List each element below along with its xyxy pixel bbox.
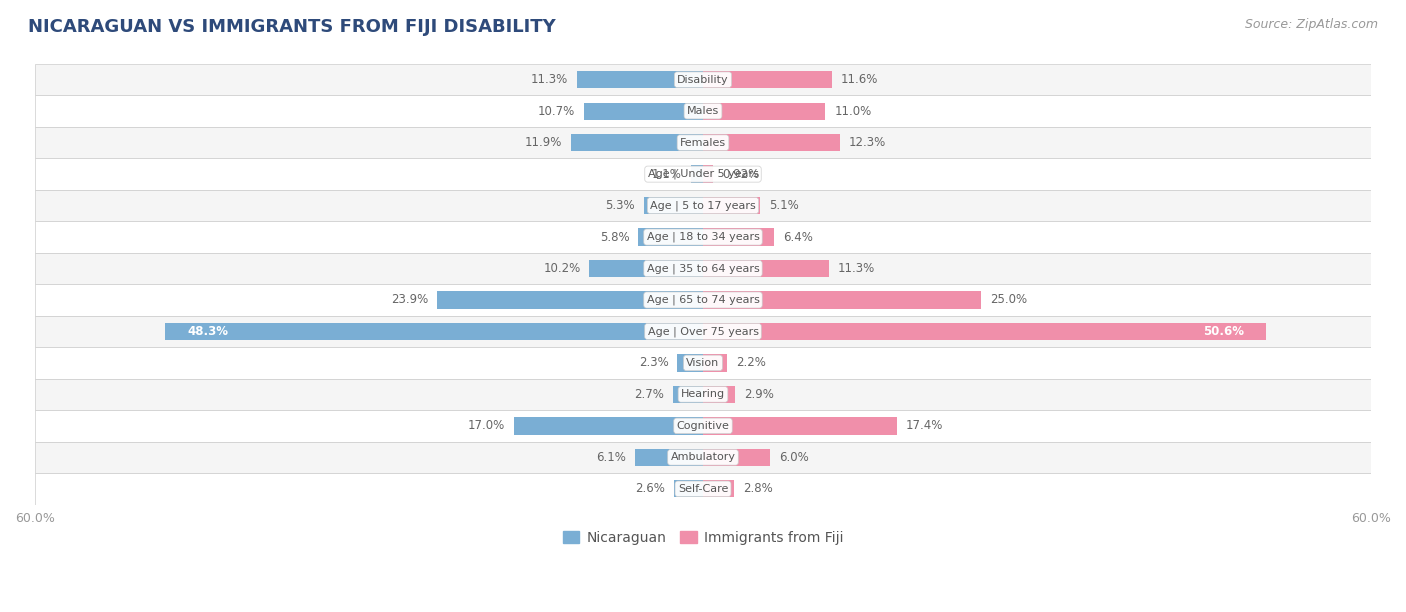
Text: Age | 18 to 34 years: Age | 18 to 34 years: [647, 232, 759, 242]
Text: 11.3%: 11.3%: [838, 262, 875, 275]
FancyBboxPatch shape: [35, 159, 1371, 190]
Text: 6.0%: 6.0%: [779, 451, 808, 464]
Text: Age | 35 to 64 years: Age | 35 to 64 years: [647, 263, 759, 274]
FancyBboxPatch shape: [35, 379, 1371, 410]
Bar: [673, 386, 703, 403]
Text: 2.6%: 2.6%: [636, 482, 665, 495]
FancyBboxPatch shape: [35, 284, 1371, 316]
Legend: Nicaraguan, Immigrants from Fiji: Nicaraguan, Immigrants from Fiji: [557, 525, 849, 550]
Text: Age | Over 75 years: Age | Over 75 years: [648, 326, 758, 337]
FancyBboxPatch shape: [35, 473, 1371, 504]
Text: Males: Males: [688, 106, 718, 116]
Bar: [703, 71, 832, 88]
Text: 5.1%: 5.1%: [769, 199, 799, 212]
Text: Cognitive: Cognitive: [676, 421, 730, 431]
Bar: [703, 103, 825, 120]
Bar: [571, 134, 703, 151]
Text: Self-Care: Self-Care: [678, 484, 728, 494]
Bar: [703, 323, 1267, 340]
Bar: [636, 449, 703, 466]
Bar: [578, 71, 703, 88]
Bar: [678, 354, 703, 371]
Bar: [703, 134, 839, 151]
Bar: [703, 197, 759, 214]
Text: 17.4%: 17.4%: [905, 419, 943, 432]
Bar: [644, 197, 703, 214]
Text: 11.0%: 11.0%: [834, 105, 872, 118]
Bar: [690, 165, 703, 183]
Bar: [703, 165, 713, 183]
Text: 50.6%: 50.6%: [1204, 325, 1244, 338]
Bar: [703, 228, 775, 245]
FancyBboxPatch shape: [35, 253, 1371, 284]
Bar: [166, 323, 703, 340]
Text: 1.1%: 1.1%: [652, 168, 682, 181]
Bar: [583, 103, 703, 120]
Text: 12.3%: 12.3%: [849, 136, 886, 149]
Text: Disability: Disability: [678, 75, 728, 84]
FancyBboxPatch shape: [35, 95, 1371, 127]
FancyBboxPatch shape: [35, 316, 1371, 347]
Text: Hearing: Hearing: [681, 389, 725, 400]
Bar: [703, 386, 735, 403]
Text: 5.8%: 5.8%: [600, 231, 630, 244]
Text: 11.6%: 11.6%: [841, 73, 879, 86]
Bar: [437, 291, 703, 308]
FancyBboxPatch shape: [35, 64, 1371, 95]
Bar: [703, 354, 727, 371]
Text: 25.0%: 25.0%: [990, 294, 1028, 307]
Text: Ambulatory: Ambulatory: [671, 452, 735, 462]
Text: Age | 5 to 17 years: Age | 5 to 17 years: [650, 200, 756, 211]
Text: 11.3%: 11.3%: [531, 73, 568, 86]
Text: Females: Females: [681, 138, 725, 147]
Text: 17.0%: 17.0%: [468, 419, 505, 432]
Text: 10.2%: 10.2%: [543, 262, 581, 275]
Text: Age | Under 5 years: Age | Under 5 years: [648, 169, 758, 179]
Text: 5.3%: 5.3%: [606, 199, 636, 212]
Text: Vision: Vision: [686, 358, 720, 368]
Text: 2.3%: 2.3%: [638, 356, 668, 370]
Text: 6.1%: 6.1%: [596, 451, 626, 464]
Bar: [703, 417, 897, 435]
Text: 10.7%: 10.7%: [537, 105, 575, 118]
Bar: [703, 449, 770, 466]
Bar: [673, 480, 703, 498]
FancyBboxPatch shape: [35, 190, 1371, 222]
Bar: [638, 228, 703, 245]
Bar: [703, 291, 981, 308]
FancyBboxPatch shape: [35, 222, 1371, 253]
Text: 0.92%: 0.92%: [723, 168, 759, 181]
FancyBboxPatch shape: [35, 442, 1371, 473]
Text: Age | 65 to 74 years: Age | 65 to 74 years: [647, 295, 759, 305]
Bar: [513, 417, 703, 435]
Bar: [703, 480, 734, 498]
Text: 11.9%: 11.9%: [524, 136, 561, 149]
FancyBboxPatch shape: [35, 127, 1371, 159]
Text: 48.3%: 48.3%: [187, 325, 229, 338]
Text: 6.4%: 6.4%: [783, 231, 813, 244]
Text: 2.8%: 2.8%: [744, 482, 773, 495]
Bar: [589, 260, 703, 277]
FancyBboxPatch shape: [35, 410, 1371, 442]
Text: Source: ZipAtlas.com: Source: ZipAtlas.com: [1244, 18, 1378, 31]
Text: 2.9%: 2.9%: [744, 388, 775, 401]
Text: 23.9%: 23.9%: [391, 294, 427, 307]
FancyBboxPatch shape: [35, 347, 1371, 379]
Text: NICARAGUAN VS IMMIGRANTS FROM FIJI DISABILITY: NICARAGUAN VS IMMIGRANTS FROM FIJI DISAB…: [28, 18, 555, 36]
Text: 2.2%: 2.2%: [737, 356, 766, 370]
Bar: [703, 260, 828, 277]
Text: 2.7%: 2.7%: [634, 388, 664, 401]
